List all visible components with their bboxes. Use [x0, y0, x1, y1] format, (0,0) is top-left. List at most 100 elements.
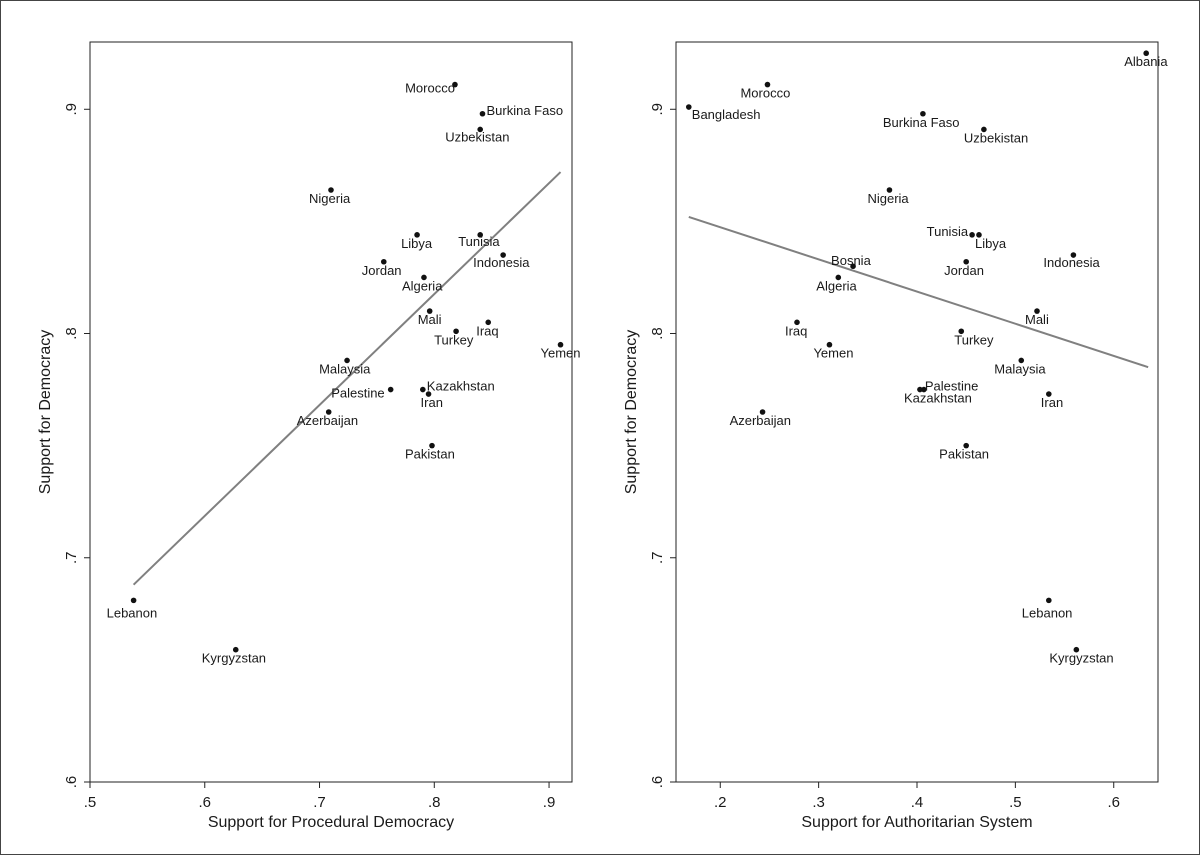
- point-burkina-faso: [920, 110, 926, 117]
- point-libya: [976, 232, 982, 238]
- point-bangladesh: [685, 104, 692, 110]
- scatter-panel-procedural: .5 .6 .7 .8 .9 .6 .7 .8 .9 Support for Procedural…: [37, 41, 581, 831]
- point-label-uzbekistan: Uzbekistan: [445, 129, 509, 144]
- point-label-iraq: Iraq: [785, 323, 807, 338]
- point-tunisia: [477, 232, 483, 238]
- y-tick-label: .9: [649, 103, 666, 116]
- point-kyrgyzstan: [1073, 646, 1080, 653]
- point-mali: [426, 308, 433, 314]
- point-label-indonesia: Indonesia: [473, 255, 530, 270]
- point-turkey: [958, 328, 965, 335]
- point-label-libya: Libya: [975, 236, 1007, 251]
- point-algeria: [421, 274, 427, 281]
- point-pakistan: [963, 442, 969, 449]
- point-label-kyrgyzstan: Kyrgyzstan: [1049, 651, 1113, 666]
- scatter-panel-authoritarian: .2 .3 .4 .5 .6 .6 .7 .8 .9 Support for Authoritar…: [623, 41, 1168, 831]
- point-label-kyrgyzstan: Kyrgyzstan: [202, 651, 266, 666]
- point-label-pakistan: Pakistan: [405, 447, 455, 462]
- point-uzbekistan: [477, 126, 483, 133]
- point-label-uzbekistan: Uzbekistan: [964, 130, 1028, 145]
- point-label-jordan: Jordan: [944, 263, 984, 278]
- point-label-libya: Libya: [401, 236, 433, 251]
- point-kazakhstan: [420, 386, 426, 393]
- point-libya: [414, 232, 420, 238]
- point-label-nigeria: Nigeria: [309, 191, 351, 206]
- point-turkey: [453, 328, 459, 335]
- point-yemen: [557, 341, 564, 348]
- point-label-indonesia: Indonesia: [1043, 255, 1100, 270]
- point-label-azerbaijan: Azerbaijan: [297, 413, 358, 428]
- point-uzbekistan: [981, 126, 987, 133]
- point-iraq: [794, 319, 800, 326]
- point-jordan: [963, 258, 969, 265]
- fit-line: [688, 215, 1149, 369]
- point-malaysia: [344, 357, 350, 364]
- point-label-jordan: Jordan: [362, 263, 402, 278]
- point-pakistan: [429, 442, 435, 449]
- y-axis-title: Support for Democracy: [623, 330, 640, 495]
- point-kyrgyzstan: [232, 646, 239, 653]
- point-lebanon: [130, 597, 137, 604]
- x-tick-label: .7: [313, 794, 326, 811]
- point-label-iran: Iran: [421, 395, 443, 410]
- point-label-palestine: Palestine: [331, 386, 384, 401]
- point-malaysia: [1018, 357, 1025, 364]
- x-tick-label: .6: [199, 794, 212, 811]
- point-palestine: [921, 386, 927, 393]
- point-label-tunisia: Tunisia: [927, 224, 969, 239]
- point-bosnia: [850, 263, 856, 270]
- point-nigeria: [886, 187, 893, 193]
- point-burkina-faso: [479, 110, 486, 117]
- point-algeria: [835, 274, 842, 281]
- point-palestine: [387, 386, 394, 393]
- point-label-tunisia: Tunisia: [458, 234, 500, 249]
- point-azerbaijan: [325, 409, 332, 415]
- point-jordan: [380, 258, 387, 265]
- x-axis-title: Support for Procedural Democracy: [208, 814, 454, 831]
- point-label-albania: Albania: [1124, 54, 1168, 69]
- y-tick-label: .8: [63, 327, 80, 340]
- point-label-burkina-faso: Burkina Faso: [486, 103, 563, 118]
- point-label-mali: Mali: [418, 312, 442, 327]
- point-label-mali: Mali: [1025, 312, 1049, 327]
- plot-area: [89, 41, 573, 783]
- plot-area: [675, 41, 1159, 783]
- point-iran: [1046, 391, 1052, 397]
- point-azerbaijan: [759, 409, 766, 415]
- point-label-nigeria: Nigeria: [867, 191, 909, 206]
- point-tunisia: [969, 232, 975, 238]
- point-iran: [425, 391, 432, 397]
- point-label-iran: Iran: [1041, 395, 1063, 410]
- x-axis-title: Support for Authoritarian System: [801, 814, 1032, 831]
- point-label-turkey: Turkey: [954, 332, 994, 347]
- point-nigeria: [328, 187, 334, 193]
- x-tick-label: .9: [543, 794, 556, 811]
- point-label-palestine: Palestine: [925, 379, 978, 394]
- point-mali: [1034, 308, 1040, 314]
- y-axis-title: Support for Democracy: [37, 330, 54, 495]
- x-tick-label: .8: [428, 794, 441, 811]
- y-tick-label: .8: [649, 327, 666, 340]
- y-tick-label: .7: [63, 551, 80, 564]
- x-tick-label: .2: [714, 794, 727, 811]
- point-indonesia: [500, 252, 506, 258]
- point-label-yemen: Yemen: [813, 346, 853, 361]
- point-yemen: [826, 341, 833, 348]
- point-albania: [1143, 50, 1149, 57]
- point-label-malaysia: Malaysia: [319, 361, 371, 376]
- point-label-turkey: Turkey: [434, 332, 474, 347]
- x-tick-label: .4: [911, 794, 924, 811]
- point-lebanon: [1046, 597, 1052, 604]
- point-label-kazakhstan: Kazakhstan: [427, 379, 495, 394]
- y-tick-label: .9: [63, 103, 80, 116]
- y-tick-label: .7: [649, 551, 666, 564]
- point-label-yemen: Yemen: [541, 346, 581, 361]
- x-tick-label: .3: [812, 794, 825, 811]
- point-morocco: [764, 81, 771, 88]
- point-morocco: [452, 81, 458, 88]
- point-kazakhstan: [917, 386, 923, 393]
- point-label-morocco: Morocco: [405, 81, 455, 96]
- point-label-kazakhstan: Kazakhstan: [904, 391, 972, 406]
- point-label-bosnia: Bosnia: [831, 253, 872, 268]
